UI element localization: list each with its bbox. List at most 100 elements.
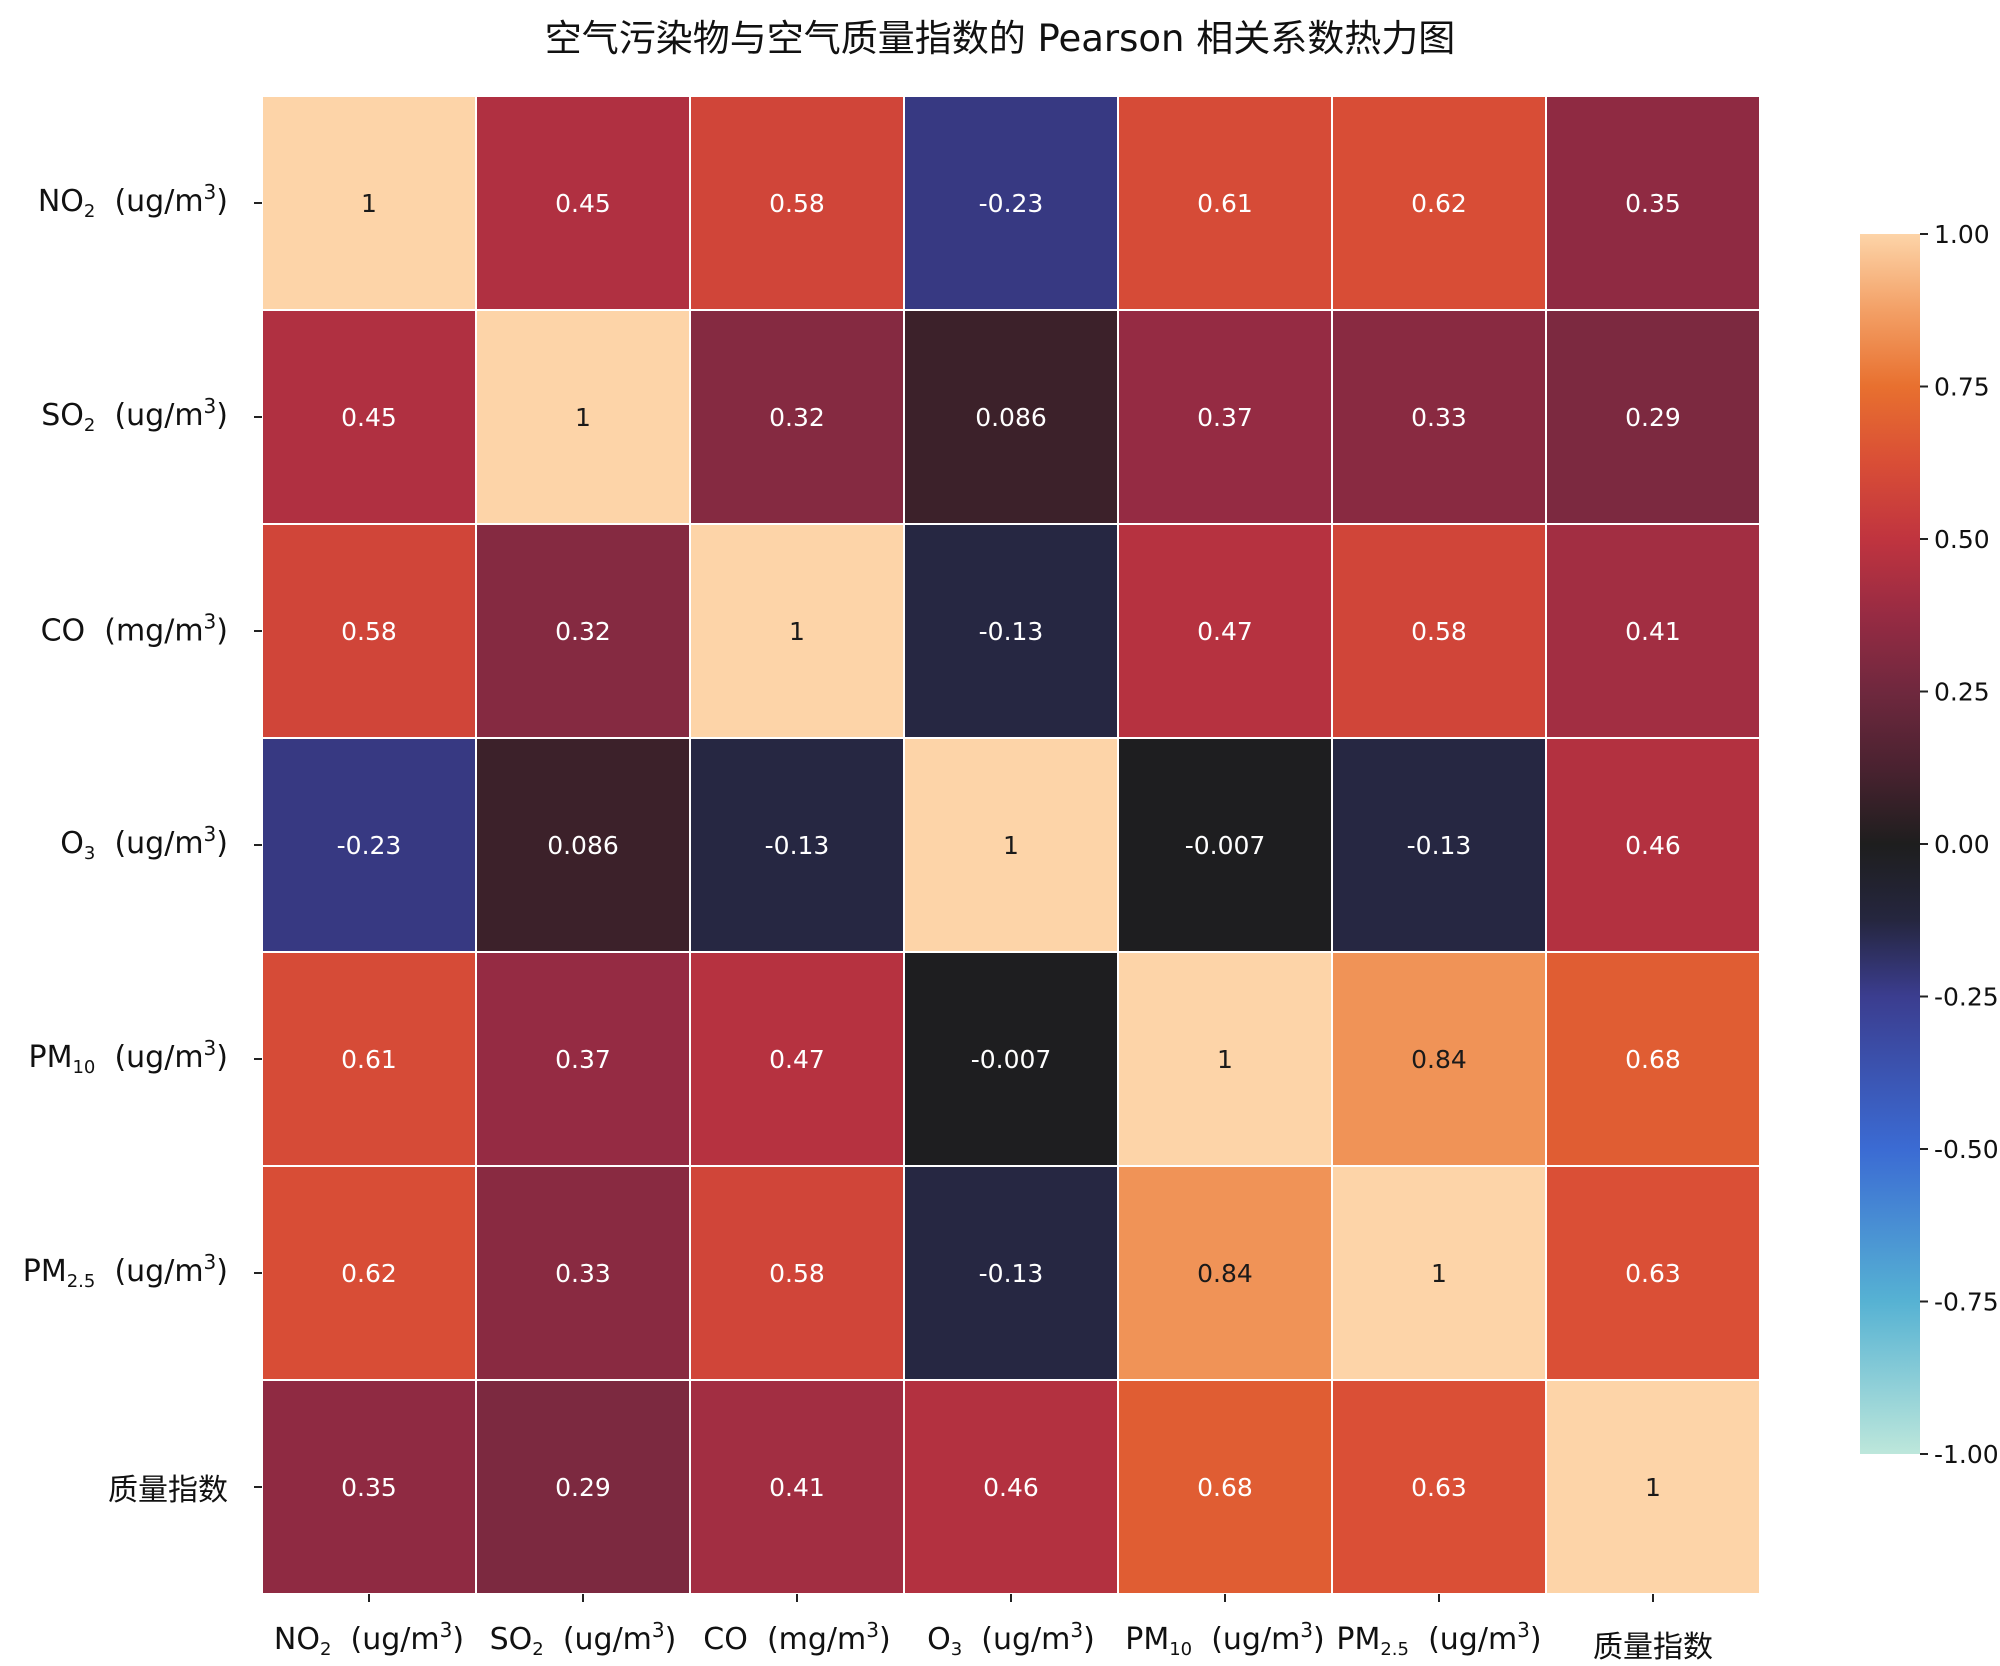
heatmap-cell-label-r6-c6: 1	[1645, 1473, 1661, 1502]
heatmap-cell-r4-c1	[475, 951, 691, 1167]
label-superscript: 3	[866, 1618, 879, 1642]
heatmap-cell-label-r3-c6: 0.46	[1625, 831, 1681, 860]
heatmap-cell-r6-c0	[261, 1379, 477, 1595]
y-axis-label-2: CO (mg/m3)	[41, 612, 228, 649]
label-unit-close: )	[664, 1622, 677, 1657]
heatmap-cell-label-r1-c6: 0.29	[1625, 403, 1681, 432]
heatmap-cell-label-r6-c2: 0.41	[769, 1473, 825, 1502]
heatmap-cell-r4-c6	[1545, 951, 1761, 1167]
colorbar-tick-label-5: -0.25	[1934, 983, 1999, 1012]
heatmap-cell-label-r2-c1: 0.32	[555, 617, 611, 646]
label-unit-close: )	[216, 826, 228, 861]
label-unit: (ug/m	[95, 1254, 204, 1289]
heatmap-cell-label-r0-c4: 0.61	[1197, 189, 1253, 218]
label-unit: (ug/m	[95, 398, 204, 433]
heatmap-cell-r5-c6	[1545, 1165, 1761, 1381]
label-base: SO	[41, 398, 84, 433]
colorbar-tick-label-3: 0.25	[1934, 678, 1990, 707]
heatmap-cell-label-r4-c3: -0.007	[971, 1045, 1052, 1074]
x-axis-label-0: NO2 (ug/m3)	[273, 1620, 465, 1660]
heatmap-cell-label-r0-c1: 0.45	[555, 189, 611, 218]
label-unit: (mg/m	[747, 1622, 867, 1657]
colorbar-tick-label-2: 0.50	[1934, 525, 1990, 554]
label-base: O	[927, 1622, 951, 1657]
heatmap-cell-r4-c2	[689, 951, 905, 1167]
heatmap-cell-r2-c6	[1545, 523, 1761, 739]
y-axis-ticks	[254, 202, 262, 1488]
heatmap-cell-label-r5-c6: 0.63	[1625, 1259, 1681, 1288]
label-superscript: 3	[203, 822, 217, 846]
heatmap-cell-r6-c6	[1545, 1379, 1761, 1595]
heatmap-cell-label-r5-c4: 0.84	[1197, 1259, 1253, 1288]
heatmap-cell-label-r5-c0: 0.62	[341, 1259, 397, 1288]
heatmap-cell-label-r1-c1: 1	[575, 403, 591, 432]
heatmap-cell-r0-c3	[903, 95, 1119, 311]
heatmap-cell-label-r2-c3: -0.13	[979, 617, 1044, 646]
label-superscript: 3	[651, 1618, 665, 1642]
label-unit: (ug/m	[1409, 1622, 1518, 1657]
heatmap-cell-r2-c5	[1331, 523, 1547, 739]
heatmap-cell-r6-c4	[1117, 1379, 1333, 1595]
label-base: NO	[37, 184, 84, 219]
label-unit: (mg/m	[85, 613, 204, 649]
heatmap-cell-r5-c2	[689, 1165, 905, 1381]
y-axis-label-4: PM10 (ug/m3)	[28, 1038, 228, 1078]
heatmap-cell-label-r0-c2: 0.58	[769, 189, 825, 218]
label-superscript: 3	[1300, 1618, 1314, 1642]
heatmap-cell-r2-c1	[475, 523, 691, 739]
heatmap-cell-label-r1-c5: 0.33	[1411, 403, 1467, 432]
label-superscript: 3	[203, 1036, 217, 1060]
y-axis-label-5: PM2.5 (ug/m3)	[23, 1252, 228, 1292]
x-axis-ticks	[368, 1594, 1654, 1602]
heatmap-cell-r0-c2	[689, 95, 905, 311]
colorbar-tick-label-0: 1.00	[1934, 220, 1990, 249]
label-subscript: 2	[532, 1639, 544, 1660]
heatmap-cell-r3-c1	[475, 737, 691, 953]
heatmap-cell-r3-c0	[261, 737, 477, 953]
heatmap-cell-r2-c0	[261, 523, 477, 739]
label-unit-close: )	[216, 1254, 228, 1289]
heatmap-cell-label-r4-c2: 0.47	[769, 1045, 825, 1074]
x-axis-label-5: PM2.5 (ug/m3)	[1336, 1620, 1542, 1660]
label-subscript: 10	[72, 1057, 96, 1078]
label-unit: (ug/m	[331, 1622, 440, 1657]
label-superscript: 3	[203, 1250, 217, 1274]
heatmap-cell-label-r1-c2: 0.32	[769, 403, 825, 432]
heatmap-cell-r6-c1	[475, 1379, 691, 1595]
heatmap-cell-r0-c1	[475, 95, 691, 311]
label-base: PM	[1125, 1622, 1170, 1657]
heatmap-cell-label-r6-c5: 0.63	[1411, 1473, 1467, 1502]
label-unit-close: )	[1313, 1622, 1325, 1657]
label-base: 质量指数	[108, 1473, 228, 1508]
heatmap-cell-r3-c2	[689, 737, 905, 953]
heatmap-cell-r6-c2	[689, 1379, 905, 1595]
y-axis-label-3: O3 (ug/m3)	[60, 824, 228, 864]
heatmap-cell-label-r6-c4: 0.68	[1197, 1473, 1253, 1502]
heatmap-cell-r5-c5	[1331, 1165, 1547, 1381]
label-unit-close: )	[216, 398, 228, 433]
label-unit-close: )	[216, 613, 228, 649]
label-base: SO	[489, 1622, 533, 1657]
label-unit-close: )	[452, 1622, 465, 1657]
heatmap-cell-r0-c0	[261, 95, 477, 311]
label-unit-close: )	[1529, 1622, 1542, 1657]
label-superscript: 3	[203, 180, 217, 204]
heatmap-cell-label-r3-c2: -0.13	[765, 831, 830, 860]
heatmap-cell-r1-c6	[1545, 309, 1761, 525]
heatmap-cell-label-r5-c2: 0.58	[769, 1259, 825, 1288]
heatmap-cell-r4-c0	[261, 951, 477, 1167]
label-unit: (ug/m	[95, 1040, 204, 1075]
label-unit: (ug/m	[543, 1622, 652, 1657]
label-base: PM	[28, 1040, 73, 1075]
heatmap-cell-label-r2-c0: 0.58	[341, 617, 397, 646]
colorbar-tick-label-8: -1.00	[1934, 1440, 1999, 1469]
heatmap-cell-labels: 1 0.45 0.58 -0.23 0.61 0.62 0.35 0.45 1 0.32 0.086…	[337, 189, 1681, 1502]
heatmap-cell-label-r0-c5: 0.62	[1411, 189, 1467, 218]
heatmap-cell-label-r2-c5: 0.58	[1411, 617, 1467, 646]
heatmap-cell-label-r5-c1: 0.33	[555, 1259, 611, 1288]
label-base: NO	[273, 1622, 320, 1657]
heatmap-cell-label-r4-c6: 0.68	[1625, 1045, 1681, 1074]
heatmap-cell-r1-c1	[475, 309, 691, 525]
label-subscript: 2.5	[66, 1271, 96, 1292]
